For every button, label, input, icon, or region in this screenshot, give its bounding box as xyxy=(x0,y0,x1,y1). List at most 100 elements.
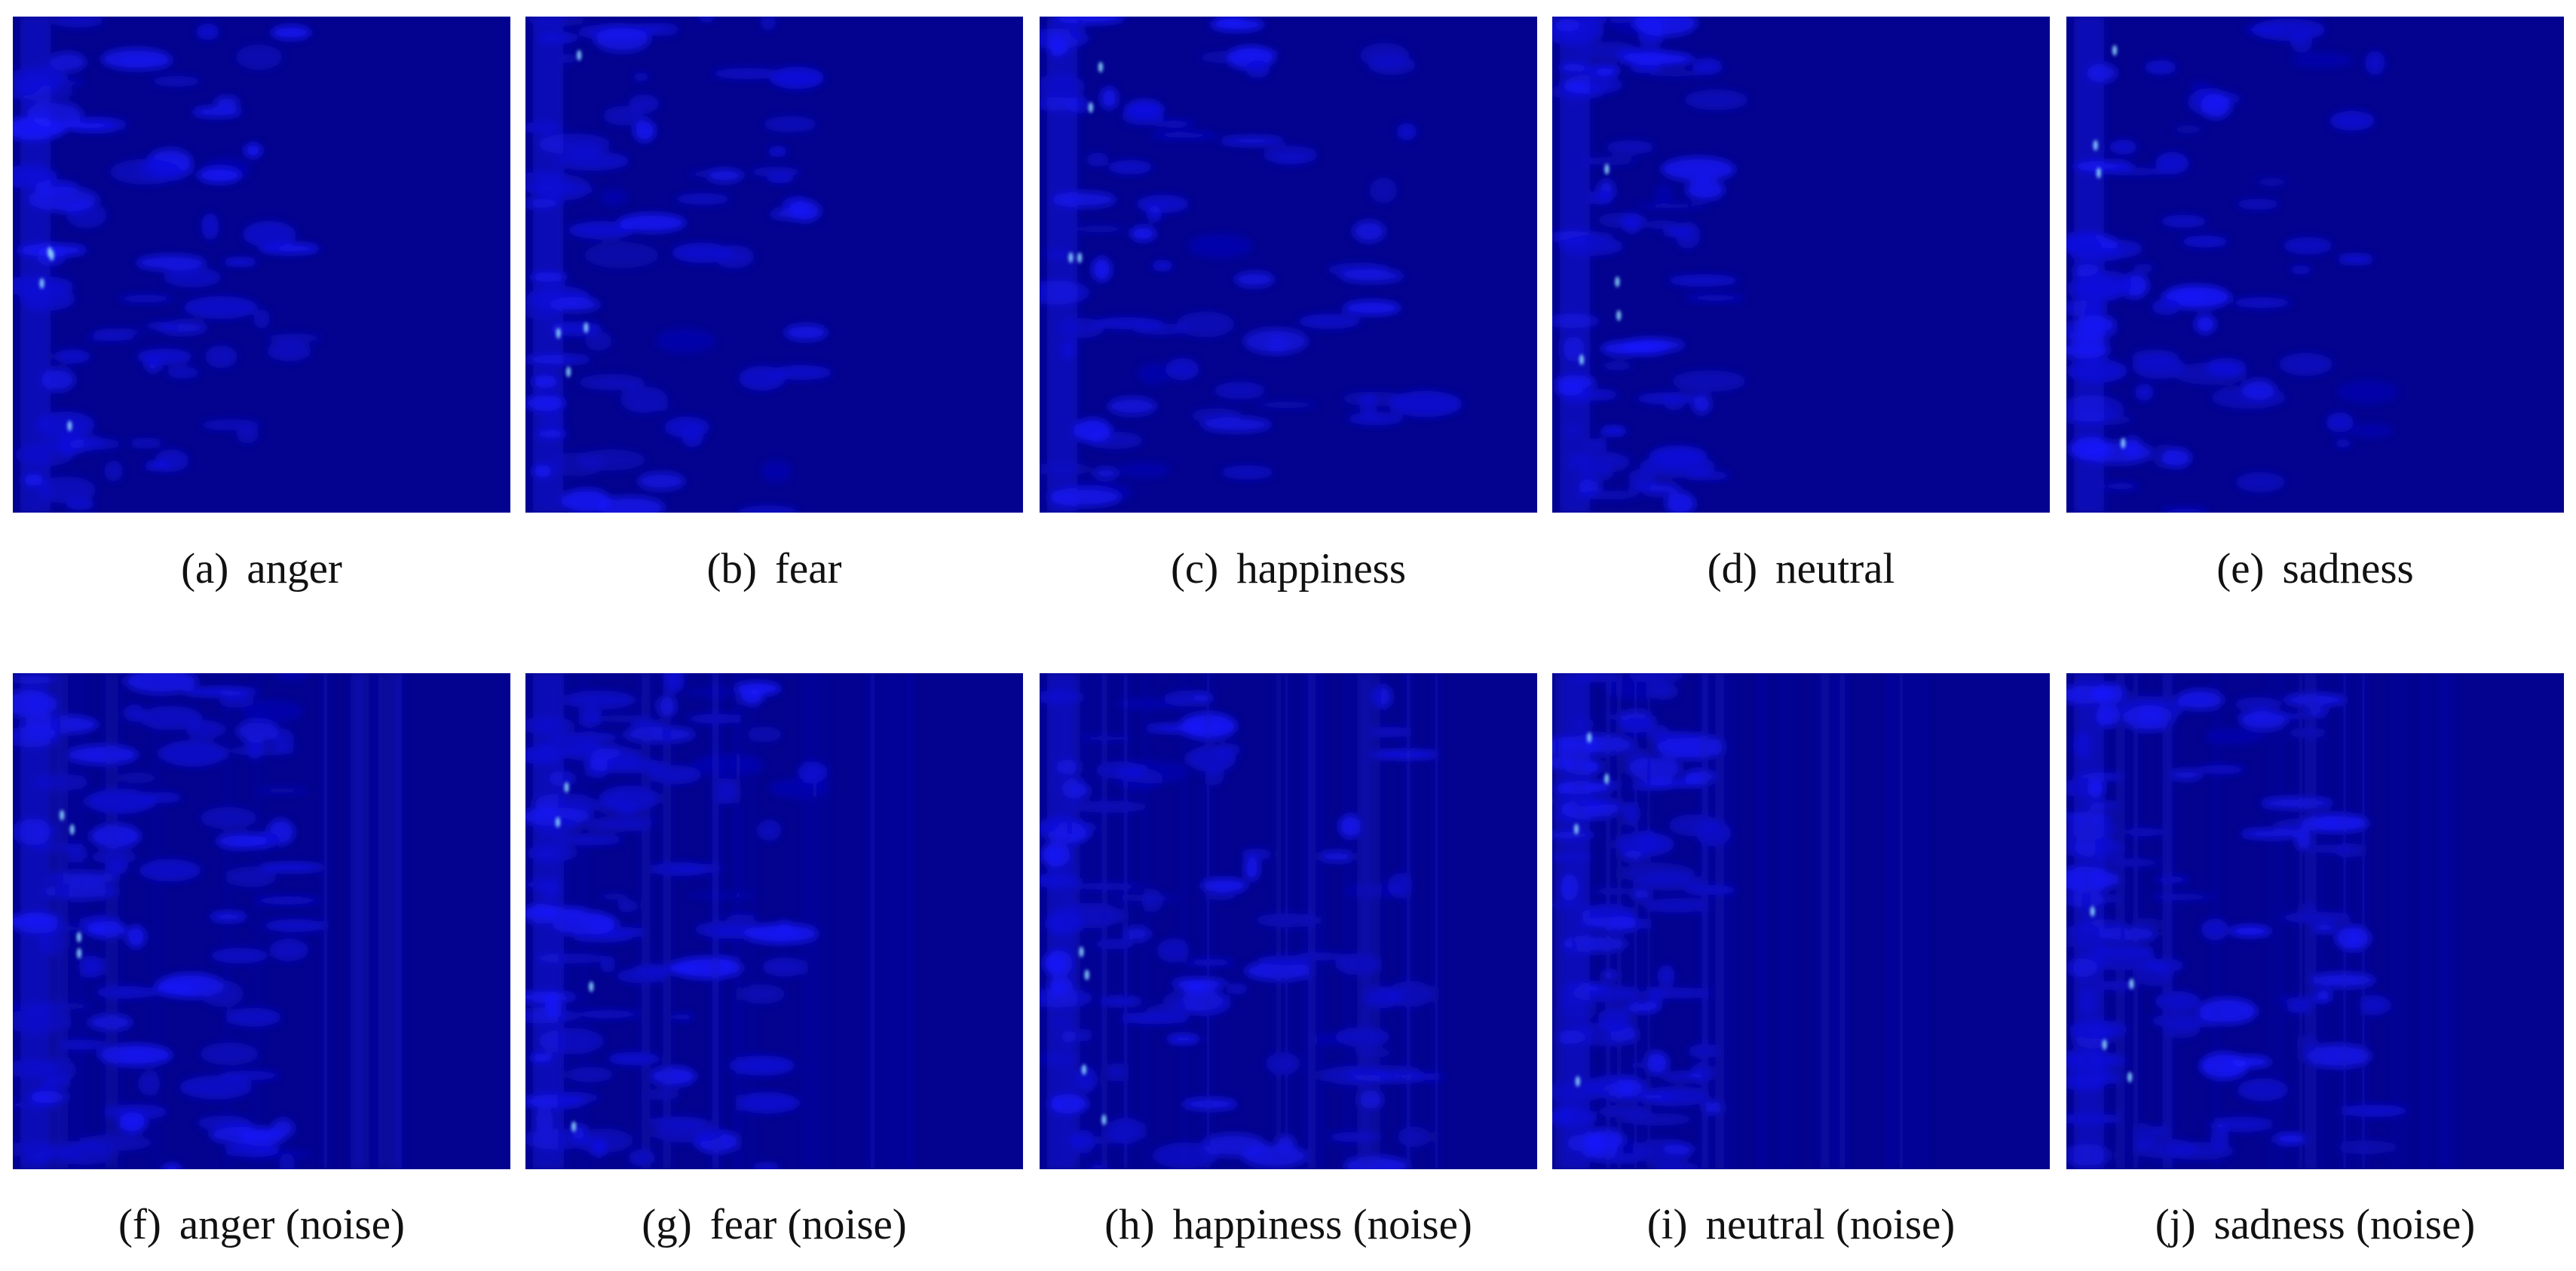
caption-label: (c) xyxy=(1171,545,1218,593)
energy-blob xyxy=(633,72,649,81)
energy-blob xyxy=(266,333,322,343)
bright-spot xyxy=(1587,732,1592,743)
energy-blob xyxy=(201,213,219,240)
energy-blob xyxy=(2152,299,2181,315)
noise-streak xyxy=(2440,673,2445,1169)
energy-blob xyxy=(1188,234,1253,259)
energy-blob xyxy=(1040,988,1093,1008)
energy-blob xyxy=(1040,843,1071,867)
energy-blob xyxy=(109,158,182,185)
panel: (f) anger (noise) xyxy=(13,673,510,1248)
energy-blob xyxy=(214,96,240,109)
noise-streak xyxy=(356,673,362,1169)
energy-blob xyxy=(236,427,259,443)
energy-blob xyxy=(1397,1126,1431,1147)
noise-streak xyxy=(104,673,110,1169)
energy-blob xyxy=(1107,1063,1124,1082)
caption-text: happiness (noise) xyxy=(1173,1201,1472,1248)
caption-text: fear xyxy=(775,545,842,593)
bright-spot xyxy=(76,932,81,943)
energy-blob xyxy=(2086,802,2121,810)
noise-streak xyxy=(322,673,329,1169)
onset-band xyxy=(533,17,563,513)
energy-blob xyxy=(623,726,696,743)
energy-blob xyxy=(608,1052,660,1066)
energy-blob xyxy=(753,1164,780,1169)
energy-blob xyxy=(706,168,743,183)
bright-spot xyxy=(1084,969,1089,981)
energy-blob xyxy=(1059,481,1132,504)
energy-blob xyxy=(23,100,45,113)
energy-blob xyxy=(539,1028,605,1055)
energy-blob xyxy=(1235,47,1279,60)
energy-blob xyxy=(599,893,629,900)
energy-blob xyxy=(633,119,656,142)
energy-blob xyxy=(1616,47,1670,63)
energy-blob xyxy=(2210,1127,2229,1150)
energy-blob xyxy=(87,334,135,341)
energy-blob xyxy=(2085,270,2132,298)
bright-spot xyxy=(584,322,589,333)
noise-streak xyxy=(558,673,565,1169)
energy-blob xyxy=(2181,235,2229,248)
energy-blob xyxy=(650,862,711,877)
energy-blob xyxy=(675,193,731,205)
panel: (a) anger xyxy=(13,17,510,593)
texture-blur xyxy=(1040,17,1463,513)
energy-blob xyxy=(1108,160,1153,175)
energy-blob xyxy=(159,740,227,767)
energy-blob xyxy=(1629,1061,1648,1069)
texture-spots xyxy=(1579,164,1622,366)
noise-streak xyxy=(378,673,384,1169)
energy-blob xyxy=(1627,756,1682,782)
energy-blob xyxy=(1663,394,1686,411)
panel: (d) neutral xyxy=(1552,17,2050,593)
energy-blob xyxy=(1122,106,1164,126)
noise-streak xyxy=(1205,673,1211,1169)
caption: (h) happiness (noise) xyxy=(1104,1201,1472,1248)
energy-blob xyxy=(2144,60,2177,75)
noise-streak xyxy=(1304,673,1310,1169)
noise-streak xyxy=(2214,673,2219,1169)
energy-blob xyxy=(35,179,79,196)
energy-blob xyxy=(210,948,268,963)
noise-streak xyxy=(2132,673,2140,1169)
energy-blob xyxy=(2212,1116,2273,1132)
energy-blob xyxy=(552,910,617,936)
bright-spot xyxy=(2112,44,2118,56)
energy-blob xyxy=(1692,58,1723,75)
energy-blob xyxy=(743,923,819,945)
energy-blob xyxy=(1153,1142,1218,1169)
energy-blob xyxy=(767,148,788,155)
energy-blob xyxy=(550,321,602,336)
energy-blob xyxy=(568,221,633,240)
energy-blob xyxy=(1091,317,1164,329)
energy-blob xyxy=(1048,34,1066,57)
energy-blob xyxy=(1100,87,1118,110)
energy-blob xyxy=(2176,689,2224,710)
energy-blob xyxy=(2359,995,2391,1015)
caption: (d) neutral xyxy=(1708,545,1895,593)
bright-spot xyxy=(1579,354,1585,366)
caption: (i) neutral (noise) xyxy=(1647,1201,1956,1248)
energy-blob xyxy=(637,472,685,491)
energy-blob xyxy=(558,54,578,63)
energy-blob xyxy=(2124,828,2165,837)
caption-label: (d) xyxy=(1708,545,1757,593)
energy-blob xyxy=(1557,1030,1584,1045)
energy-blob xyxy=(2161,508,2209,513)
energy-blob xyxy=(2066,1113,2123,1124)
energy-blob xyxy=(1657,964,1675,987)
energy-blob xyxy=(2308,844,2351,853)
noise-streak xyxy=(868,673,872,1169)
noise-streak xyxy=(1123,673,1127,1169)
energy-blob xyxy=(606,761,672,771)
energy-blob xyxy=(2150,893,2213,901)
energy-blob xyxy=(2087,63,2118,83)
energy-blob xyxy=(2155,991,2201,1012)
bright-spot xyxy=(1615,276,1620,287)
spectrogram xyxy=(13,17,510,513)
noise-streak xyxy=(1067,673,1073,1169)
noise-streak xyxy=(2393,673,2397,1169)
energy-blob xyxy=(225,866,277,887)
